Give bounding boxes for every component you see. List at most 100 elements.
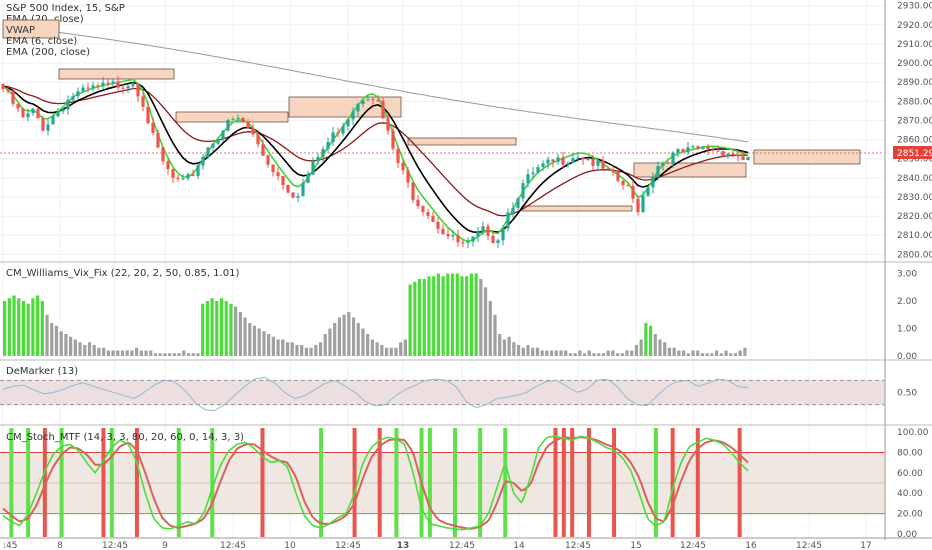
candle-body bbox=[296, 196, 300, 198]
williams-bar bbox=[50, 323, 54, 356]
candle-body bbox=[711, 149, 715, 151]
williams-bar bbox=[394, 347, 398, 356]
y-tick-label: 2870.00 bbox=[897, 116, 932, 126]
stoch-signal-bar bbox=[42, 428, 47, 537]
stoch-signal-bar bbox=[9, 428, 14, 537]
williams-bar bbox=[196, 353, 200, 356]
williams-bar bbox=[663, 342, 667, 356]
williams-bar bbox=[276, 339, 280, 356]
stoch-grid: 0.00 20.00 40.00 60.00 80.00 100.00 bbox=[0, 428, 929, 540]
stoch-signal-bar bbox=[561, 428, 566, 537]
candle-body bbox=[601, 160, 605, 169]
candle-body bbox=[56, 111, 60, 117]
williams-bar bbox=[182, 350, 186, 356]
williams-bar bbox=[611, 350, 615, 356]
demarker-title: DeMarker (13) bbox=[6, 366, 78, 377]
candle-body bbox=[26, 113, 30, 118]
williams-bar bbox=[337, 317, 341, 356]
stoch-lines bbox=[2, 435, 749, 531]
williams-bar bbox=[144, 350, 148, 356]
williams-bar bbox=[479, 279, 483, 356]
candle-body bbox=[661, 162, 665, 167]
candle-body bbox=[251, 127, 255, 135]
y-tick-label: 2860.00 bbox=[897, 136, 932, 146]
stoch-signal-bar bbox=[134, 428, 139, 537]
candle-body bbox=[11, 91, 15, 104]
williams-bar bbox=[163, 353, 167, 356]
candle-body bbox=[466, 241, 470, 243]
williams-bar bbox=[549, 350, 554, 356]
stoch-signal-bar bbox=[570, 428, 575, 537]
candle-body bbox=[651, 177, 655, 188]
candle-body bbox=[386, 118, 390, 131]
stoch-signal-bar bbox=[210, 428, 215, 537]
x-tick-label: 15 bbox=[630, 541, 641, 550]
candle-body bbox=[151, 122, 155, 133]
y-tick-label: 2850.00 bbox=[897, 155, 932, 165]
williams-bar bbox=[488, 301, 492, 356]
candle-body bbox=[261, 144, 265, 156]
williams-bar bbox=[422, 279, 426, 356]
candle-body bbox=[1, 84, 5, 89]
candle-body bbox=[266, 155, 270, 165]
williams-bar bbox=[582, 353, 587, 356]
williams-bar bbox=[620, 353, 624, 356]
williams-bar bbox=[7, 298, 11, 356]
williams-bar bbox=[323, 334, 327, 356]
stoch-signal-bar bbox=[553, 428, 558, 537]
candle-body bbox=[556, 157, 560, 162]
candle-body bbox=[66, 99, 70, 110]
candle-body bbox=[501, 228, 505, 241]
candle-body bbox=[546, 159, 550, 164]
candle-body bbox=[476, 232, 480, 237]
candle-body bbox=[656, 166, 660, 178]
williams-bar bbox=[328, 328, 332, 356]
last-price-badge bbox=[893, 146, 932, 159]
x-axis-ticks: :45 8 12:45 9 12:45 10 12:45 13 12:45 14 12:45 15 12… bbox=[3, 541, 872, 550]
williams-panel: 0.00 1.00 2.00 3.00 CM_Williams_Vix_Fix (22… bbox=[0, 261, 932, 362]
williams-bar bbox=[469, 273, 474, 356]
candle-body bbox=[421, 206, 425, 212]
candle-body bbox=[396, 148, 400, 163]
williams-tick-label: 2.00 bbox=[897, 297, 917, 307]
candle-body bbox=[91, 85, 95, 89]
williams-bar bbox=[135, 347, 139, 356]
williams-bar bbox=[545, 350, 549, 356]
williams-bar bbox=[691, 350, 695, 356]
candle-body bbox=[626, 185, 630, 187]
candle-body bbox=[246, 121, 250, 128]
williams-bar bbox=[587, 350, 591, 356]
williams-bar bbox=[700, 353, 705, 356]
williams-bar bbox=[248, 323, 252, 356]
williams-bar bbox=[295, 345, 299, 356]
candle-body bbox=[541, 163, 545, 168]
x-tick-label: 16 bbox=[745, 541, 757, 550]
williams-bar bbox=[474, 273, 478, 356]
williams-bar bbox=[677, 350, 681, 356]
resistance-zone bbox=[175, 111, 289, 123]
legend-entry: EMA (200, close) bbox=[6, 47, 90, 58]
candle-body bbox=[301, 182, 305, 197]
williams-bar bbox=[399, 342, 403, 356]
williams-bar bbox=[342, 314, 346, 356]
legend-entry: VWAP bbox=[6, 25, 35, 36]
x-tick-label: 12:45 bbox=[102, 541, 128, 550]
williams-bar bbox=[653, 334, 657, 356]
stoch-k-line bbox=[2, 435, 749, 531]
williams-bar bbox=[158, 353, 162, 356]
candle-body bbox=[721, 150, 725, 157]
williams-bar bbox=[106, 350, 110, 356]
williams-bar bbox=[78, 342, 82, 356]
candle-body bbox=[551, 159, 555, 162]
williams-tick-label: 0.00 bbox=[897, 352, 917, 362]
williams-bar bbox=[436, 273, 441, 356]
stoch-tick-label: 60.00 bbox=[897, 469, 923, 479]
demarker-panel: 0.50 DeMarker (13) bbox=[0, 359, 932, 412]
williams-bar bbox=[205, 301, 209, 356]
candle-body bbox=[86, 87, 90, 89]
williams-bar bbox=[686, 353, 690, 356]
x-tick-label: 12:45 bbox=[335, 541, 361, 550]
williams-bar bbox=[73, 339, 77, 356]
stoch-signal-bar bbox=[737, 428, 742, 537]
stoch-signal-bar bbox=[352, 428, 357, 537]
